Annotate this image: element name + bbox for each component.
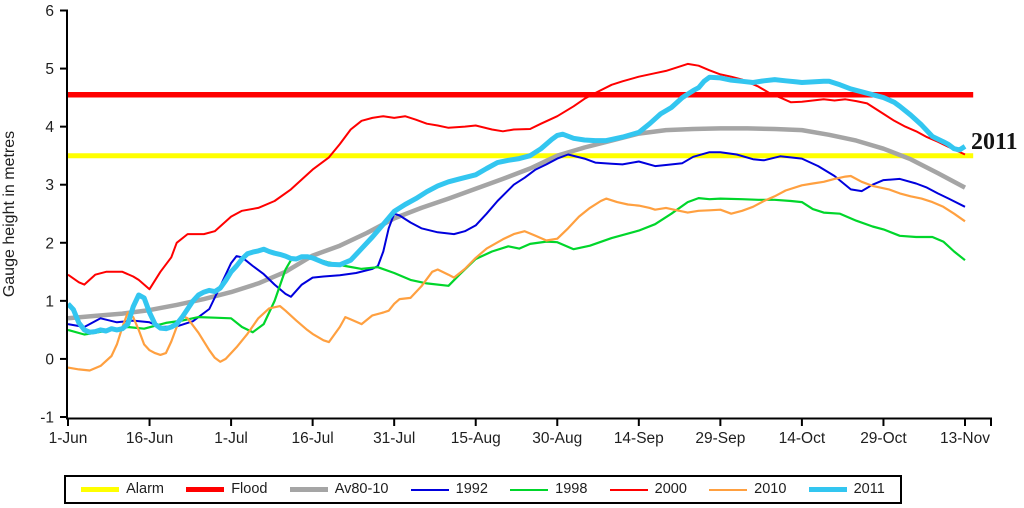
x-tick-label: 13-Nov <box>940 430 990 447</box>
x-tick-label: 14-Oct <box>779 430 826 447</box>
x-tick-label: 31-Jul <box>373 430 415 447</box>
y-tick-label: 6 <box>45 3 54 20</box>
legend-item-1992: 1992 <box>410 481 488 498</box>
x-tick-label: 1-Jul <box>214 430 248 447</box>
legend-item-flood: Flood <box>186 482 267 497</box>
series-2010-line <box>67 174 966 372</box>
legend-item-1998: 1998 <box>510 482 587 497</box>
legend-label-1992: 1992 <box>455 481 488 498</box>
legend-swatch-flood <box>186 487 225 492</box>
legend-label-2010: 2010 <box>754 481 787 498</box>
y-tick-label: 2 <box>45 235 54 252</box>
legend-label-av80-10: Av80-10 <box>334 481 389 498</box>
legend-item-av80-10: Av80-10 <box>289 481 389 498</box>
y-axis-title: Gauge height in metres <box>1 131 18 297</box>
y-tick-label: 3 <box>45 177 54 194</box>
legend-item-2010: 2010 <box>709 482 786 497</box>
x-tick-label: 1-Jun <box>49 430 88 447</box>
x-tick-label: 29-Oct <box>860 430 907 447</box>
legend: Alarm Flood Av80-10 1992 1998 2000 2010 2011 <box>64 475 902 504</box>
series-1992-line <box>67 151 966 328</box>
series-av80-10-line <box>67 126 967 321</box>
x-axis-ticks: 1-Jun 16-Jun 1-Jul 16-Jul 31-Jul 15-Aug 30-Aug… <box>49 418 992 447</box>
y-tick-label: 0 <box>45 351 54 368</box>
legend-item-2000: 2000 <box>609 481 687 498</box>
legend-label-1998: 1998 <box>555 481 588 498</box>
legend-item-2011: 2011 <box>808 481 885 498</box>
legend-swatch-2010 <box>709 488 748 491</box>
y-axis-ticks: -1 0 1 2 3 4 5 6 <box>40 3 67 426</box>
series-2011-line <box>66 74 967 335</box>
series-1998-line <box>67 197 966 336</box>
legend-item-alarm: Alarm <box>81 482 164 497</box>
y-tick-label: 5 <box>45 61 54 78</box>
legend-swatch-2011 <box>808 487 847 492</box>
x-tick-label: 14-Sep <box>614 430 664 447</box>
legend-swatch-2000 <box>609 488 648 491</box>
x-tick-label: 15-Aug <box>451 430 501 447</box>
legend-label-2000: 2000 <box>654 481 687 498</box>
legend-swatch-1998 <box>510 488 549 491</box>
series-2000-line <box>67 62 966 291</box>
x-tick-label: 29-Sep <box>695 430 745 447</box>
x-tick-label: 30-Aug <box>532 430 582 447</box>
legend-swatch-av80-10 <box>289 487 328 492</box>
legend-label-2011: 2011 <box>853 481 885 498</box>
series-annotation-2011: 2011 <box>971 129 1018 155</box>
x-tick-label: 16-Jun <box>126 430 173 447</box>
legend-label-alarm: Alarm <box>126 481 164 498</box>
y-tick-label: 1 <box>45 293 54 310</box>
series-lines <box>66 62 974 372</box>
x-tick-label: 16-Jul <box>292 430 334 447</box>
legend-swatch-alarm <box>81 487 120 492</box>
y-tick-label: -1 <box>40 409 54 426</box>
y-tick-label: 4 <box>45 119 54 136</box>
legend-label-flood: Flood <box>231 481 268 498</box>
legend-swatch-1992 <box>410 488 449 491</box>
plot-area: Gauge height in metres -1 0 1 2 3 4 5 6 1-Jun 16… <box>1 3 992 447</box>
